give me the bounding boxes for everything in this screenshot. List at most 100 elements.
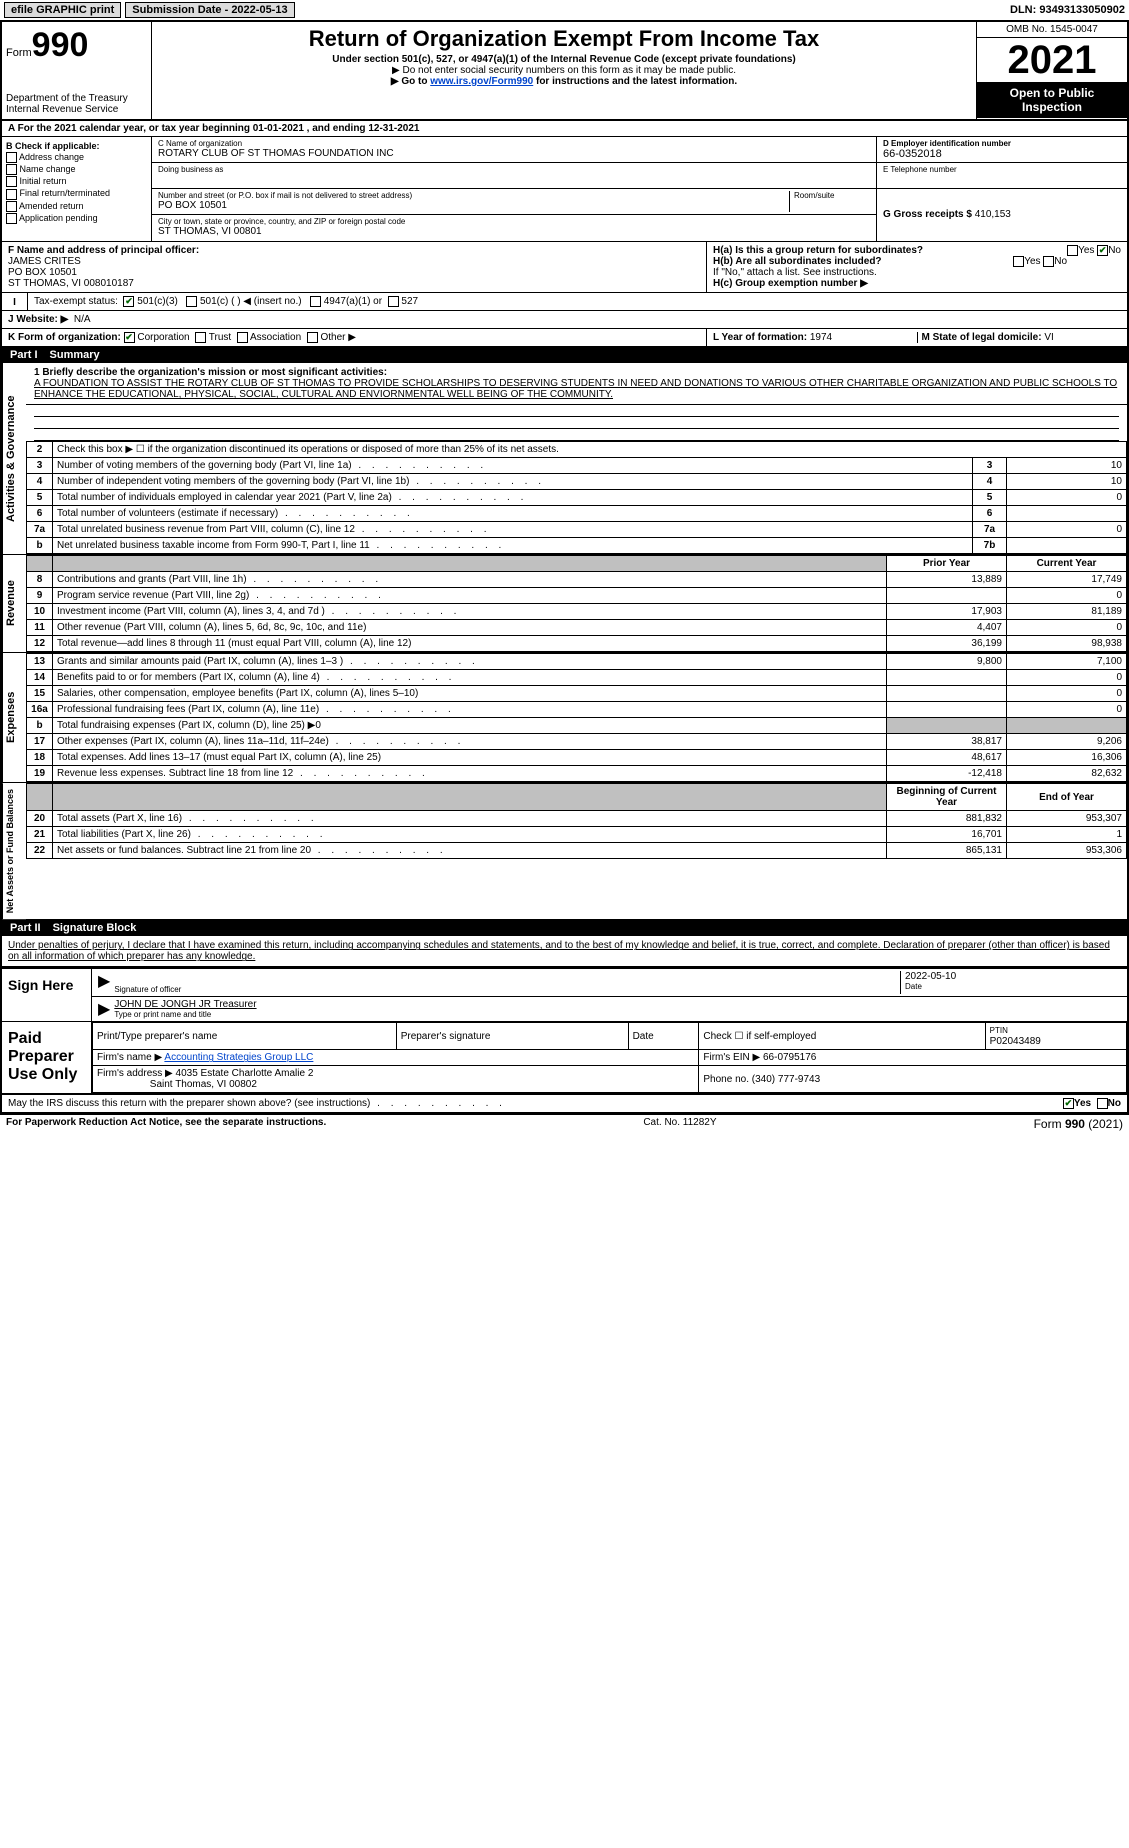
irs-link[interactable]: www.irs.gov/Form990 — [430, 76, 533, 87]
col-b-checkboxes: B Check if applicable: Address change Na… — [2, 137, 152, 241]
side-label-net: Net Assets or Fund Balances — [2, 783, 26, 919]
header-title-block: Return of Organization Exempt From Incom… — [152, 22, 977, 119]
e22: 953,306 — [1007, 843, 1127, 859]
discuss-row: May the IRS discuss this return with the… — [0, 1095, 1129, 1114]
firm-addr1: 4035 Estate Charlotte Amalie 2 — [176, 1068, 314, 1079]
col-c-org: C Name of organization ROTARY CLUB OF ST… — [152, 137, 877, 241]
val-4: 10 — [1007, 474, 1127, 490]
c17: 9,206 — [1007, 734, 1127, 750]
p14 — [887, 670, 1007, 686]
addr-label: Number and street (or P.O. box if mail i… — [158, 191, 785, 200]
l-value: 1974 — [810, 332, 832, 343]
row-i-label: I — [2, 293, 28, 310]
chk-trust[interactable] — [195, 332, 206, 343]
line-b: Total fundraising expenses (Part IX, col… — [53, 718, 887, 734]
sign-here-label: Sign Here — [2, 969, 92, 1021]
dba-label: Doing business as — [158, 165, 870, 174]
phone-value: (340) 777-9743 — [752, 1074, 820, 1085]
prep-date-hdr: Date — [628, 1023, 699, 1050]
form-org-row: K Form of organization: Corporation Trus… — [0, 329, 1129, 347]
officer-group-block: F Name and address of principal officer:… — [0, 242, 1129, 293]
chk-527[interactable] — [388, 296, 399, 307]
hdr-current: Current Year — [1007, 556, 1127, 572]
ha-yes[interactable] — [1067, 245, 1078, 256]
no-label: No — [1054, 256, 1067, 267]
city-label: City or town, state or province, country… — [158, 217, 870, 226]
chk-assoc[interactable] — [237, 332, 248, 343]
opt-assoc: Association — [250, 332, 301, 343]
val-6 — [1007, 506, 1127, 522]
yes-label: Yes — [1078, 245, 1094, 256]
c8: 17,749 — [1007, 572, 1127, 588]
chk-address-change[interactable]: Address change — [6, 152, 147, 163]
line-20: Total assets (Part X, line 16) — [53, 811, 887, 827]
p15 — [887, 686, 1007, 702]
firm-addr-label: Firm's address ▶ — [97, 1068, 173, 1079]
header-left: Form990 Department of the Treasury Inter… — [2, 22, 152, 119]
p9 — [887, 588, 1007, 604]
discuss-no[interactable] — [1097, 1098, 1108, 1109]
ptin-value: P02043489 — [990, 1036, 1041, 1047]
ein-label: D Employer identification number — [883, 139, 1011, 148]
col-b-header: B Check if applicable: — [6, 141, 100, 151]
principal-officer: F Name and address of principal officer:… — [2, 242, 707, 292]
efile-label: efile GRAPHIC print — [4, 2, 121, 18]
opt-501c3: 501(c)(3) — [137, 296, 178, 307]
sig-date-label: Date — [905, 982, 1121, 991]
mission-blank-lines — [26, 405, 1127, 441]
hb-yes[interactable] — [1013, 256, 1024, 267]
arrow-icon: ▶ — [98, 999, 110, 1019]
form-number: Form990 — [6, 26, 147, 65]
side-label-governance: Activities & Governance — [2, 363, 26, 554]
e20: 953,307 — [1007, 811, 1127, 827]
line-9: Program service revenue (Part VIII, line… — [53, 588, 887, 604]
chk-label: Amended return — [19, 201, 84, 211]
chk-corp[interactable] — [124, 332, 135, 343]
hb-label: H(b) Are all subordinates included? — [713, 256, 882, 267]
hdr-prior: Prior Year — [887, 556, 1007, 572]
chk-initial-return[interactable]: Initial return — [6, 176, 147, 187]
firm-addr2: Saint Thomas, VI 00802 — [150, 1079, 257, 1090]
chk-other[interactable] — [307, 332, 318, 343]
p10: 17,903 — [887, 604, 1007, 620]
b20: 881,832 — [887, 811, 1007, 827]
line-11: Other revenue (Part VIII, column (A), li… — [53, 620, 887, 636]
sig-officer-label: Signature of officer — [114, 985, 900, 994]
m-label: M State of legal domicile: — [922, 332, 1042, 343]
city-value: ST THOMAS, VI 00801 — [158, 226, 870, 237]
tax-exempt-row: I Tax-exempt status: 501(c)(3) 501(c) ( … — [0, 293, 1129, 311]
hb-no[interactable] — [1043, 256, 1054, 267]
p12: 36,199 — [887, 636, 1007, 652]
website-label: J Website: ▶ — [8, 314, 68, 325]
irs-label: Internal Revenue Service — [6, 104, 147, 115]
line-3: Number of voting members of the governin… — [53, 458, 973, 474]
part-ii-tag: Part II — [10, 922, 41, 934]
officer-printed-name: JOHN DE JONGH JR Treasurer — [114, 999, 1121, 1010]
header-right: OMB No. 1545-0047 2021 Open to Public In… — [977, 22, 1127, 119]
chk-4947[interactable] — [310, 296, 321, 307]
paid-preparer-label: Paid Preparer Use Only — [2, 1022, 92, 1093]
chk-app-pending[interactable]: Application pending — [6, 213, 147, 224]
gross-label: G Gross receipts $ — [883, 209, 972, 220]
hc-label: H(c) Group exemption number ▶ — [713, 278, 868, 289]
goto-post: for instructions and the latest informat… — [533, 76, 737, 87]
chk-label: Final return/terminated — [20, 188, 111, 198]
row-a-taxyear: A For the 2021 calendar year, or tax yea… — [0, 121, 1129, 137]
chk-amended[interactable]: Amended return — [6, 201, 147, 212]
printed-name-label: Type or print name and title — [114, 1010, 1121, 1019]
col-d-ids: D Employer identification number 66-0352… — [877, 137, 1127, 241]
val-3: 10 — [1007, 458, 1127, 474]
chk-501c3[interactable] — [123, 296, 134, 307]
org-name: ROTARY CLUB OF ST THOMAS FOUNDATION INC — [158, 148, 870, 159]
group-return-block: H(a) Is this a group return for subordin… — [707, 242, 1127, 292]
val-7b — [1007, 538, 1127, 554]
discuss-yes[interactable] — [1063, 1098, 1074, 1109]
c10: 81,189 — [1007, 604, 1127, 620]
chk-final-return[interactable]: Final return/terminated — [6, 188, 147, 199]
firm-name[interactable]: Accounting Strategies Group LLC — [164, 1052, 313, 1063]
no-label: No — [1108, 1099, 1121, 1110]
opt-corp: Corporation — [137, 332, 189, 343]
chk-name-change[interactable]: Name change — [6, 164, 147, 175]
chk-501c[interactable] — [186, 296, 197, 307]
ha-no[interactable] — [1097, 245, 1108, 256]
